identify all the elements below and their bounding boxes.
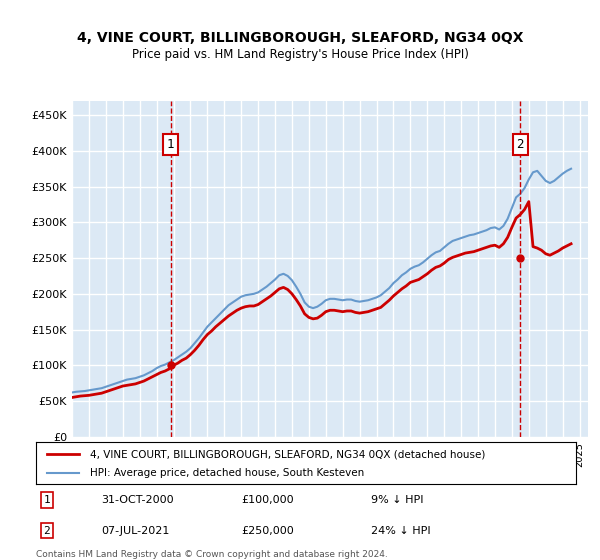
Text: 1: 1 — [167, 138, 175, 151]
Text: Contains HM Land Registry data © Crown copyright and database right 2024.
This d: Contains HM Land Registry data © Crown c… — [36, 550, 388, 560]
Text: 4, VINE COURT, BILLINGBOROUGH, SLEAFORD, NG34 0QX: 4, VINE COURT, BILLINGBOROUGH, SLEAFORD,… — [77, 31, 523, 45]
Text: £250,000: £250,000 — [241, 526, 294, 535]
Text: Price paid vs. HM Land Registry's House Price Index (HPI): Price paid vs. HM Land Registry's House … — [131, 48, 469, 60]
Text: £100,000: £100,000 — [241, 495, 294, 505]
Text: 31-OCT-2000: 31-OCT-2000 — [101, 495, 173, 505]
Text: 9% ↓ HPI: 9% ↓ HPI — [371, 495, 424, 505]
Text: 2: 2 — [43, 526, 50, 535]
Text: 07-JUL-2021: 07-JUL-2021 — [101, 526, 169, 535]
Text: 4, VINE COURT, BILLINGBOROUGH, SLEAFORD, NG34 0QX (detached house): 4, VINE COURT, BILLINGBOROUGH, SLEAFORD,… — [90, 449, 485, 459]
Text: 2: 2 — [517, 138, 524, 151]
Text: 24% ↓ HPI: 24% ↓ HPI — [371, 526, 430, 535]
Text: HPI: Average price, detached house, South Kesteven: HPI: Average price, detached house, Sout… — [90, 468, 364, 478]
Text: 1: 1 — [43, 495, 50, 505]
